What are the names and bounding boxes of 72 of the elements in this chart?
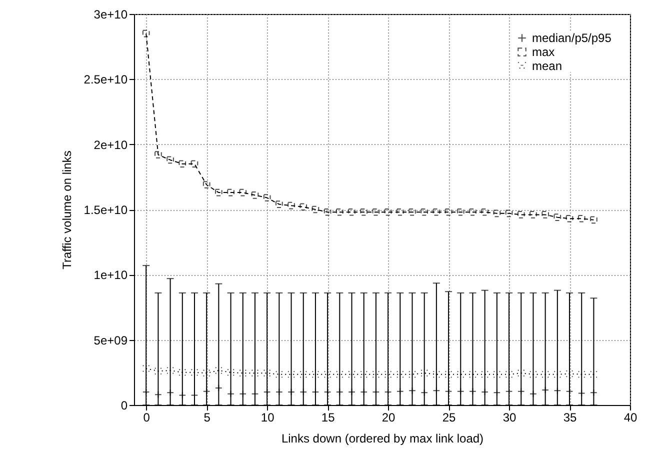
point [432,208,440,216]
y-tick-label: 3e+10 [94,8,128,22]
point [312,206,320,214]
point [493,210,501,218]
legend-label: mean [532,59,562,73]
point [578,390,586,397]
y-tick-label: 1.5e+10 [84,203,128,217]
point [348,208,356,216]
x-tick-label: 40 [624,410,638,424]
point [202,181,210,188]
point [372,208,380,216]
point [505,210,513,218]
legend-label: median/p5/p95 [532,31,612,45]
point [456,208,464,216]
y-tick-label: 1e+10 [94,268,128,282]
point [166,156,174,164]
point [239,390,247,398]
point [566,214,574,222]
point [384,208,392,216]
point [493,388,501,396]
point [154,151,162,158]
x-tick-label: 10 [260,410,275,424]
point [444,388,452,395]
y-tick-label: 2.5e+10 [84,72,128,87]
point [420,208,428,216]
x-tick-label: 25 [442,410,456,424]
point [190,160,198,168]
point [300,203,308,211]
y-tick-label: 5e+09 [94,333,128,348]
point [324,208,332,216]
point [408,208,416,216]
y-axis-title: Traffic volume on links [60,150,74,270]
point [530,211,537,218]
point [263,194,271,202]
y-tick-label: 0 [120,398,128,412]
y-tick-label: 2e+10 [94,138,128,152]
x-tick-label: 0 [143,410,150,424]
point [469,208,476,216]
point [396,208,404,216]
point [251,192,259,199]
point [215,188,222,196]
point [276,200,283,208]
point [360,208,368,216]
point [530,390,537,398]
point [202,388,210,395]
point [239,188,247,196]
point [227,188,234,196]
point [554,214,562,221]
x-tick-label: 5 [204,410,211,424]
point [481,208,488,216]
point [517,388,525,395]
legend-label: max [532,45,555,59]
x-tick-label: 30 [502,410,517,424]
point [432,387,440,394]
x-axis-title: Links down (ordered by max link load) [281,432,484,446]
point [456,388,464,395]
point [336,208,344,216]
point [288,202,295,210]
point [227,390,234,398]
x-tick-label: 35 [563,410,578,424]
point [590,216,598,224]
point [554,387,562,394]
point [142,30,150,38]
point [444,208,452,216]
x-tick-label: 20 [382,410,396,424]
x-tick-label: 15 [321,410,336,424]
point [578,214,586,222]
point [517,211,525,218]
point [542,211,549,218]
point [178,160,186,168]
point [154,390,162,398]
point [178,392,186,399]
